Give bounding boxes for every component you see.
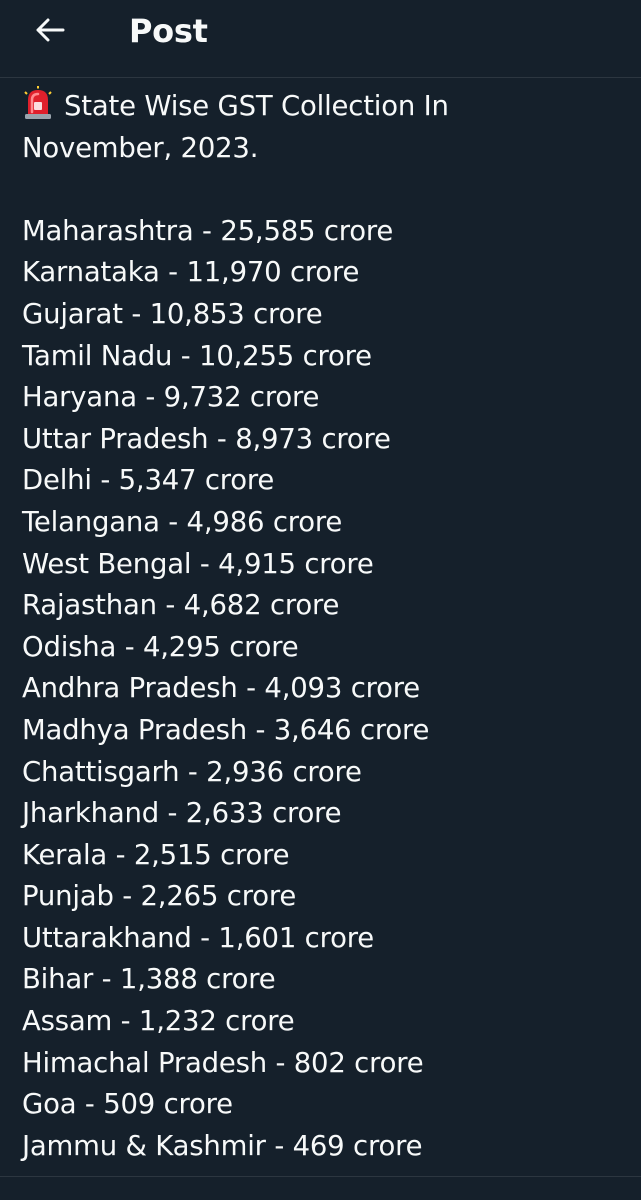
state-gst-row: Assam - 1,232 crore xyxy=(22,1005,295,1038)
back-button[interactable] xyxy=(26,6,74,54)
arrow-left-icon xyxy=(35,18,65,42)
state-gst-row: Rajasthan - 4,682 crore xyxy=(22,589,340,622)
state-gst-row: Delhi - 5,347 crore xyxy=(22,464,275,497)
post-headline-line-1: State Wise GST Collection In xyxy=(22,86,622,128)
state-gst-row: Jharkhand - 2,633 crore xyxy=(22,797,342,830)
state-gst-row: Punjab - 2,265 crore xyxy=(22,880,297,913)
state-gst-row: Odisha - 4,295 crore xyxy=(22,630,299,663)
page-title: Post xyxy=(129,12,208,50)
state-gst-row: West Bengal - 4,915 crore xyxy=(22,547,374,580)
state-gst-row: Karnataka - 11,970 crore xyxy=(22,256,360,289)
state-gst-row: Haryana - 9,732 crore xyxy=(22,381,320,414)
state-gst-row: Goa - 509 crore xyxy=(22,1088,233,1121)
state-gst-row: Jammu & Kashmir - 469 crore xyxy=(22,1129,423,1162)
state-gst-row: Kerala - 2,515 crore xyxy=(22,838,290,871)
post-body: State Wise GST Collection In November, 2… xyxy=(22,86,622,1167)
state-gst-row: Madhya Pradesh - 3,646 crore xyxy=(22,713,430,746)
paragraph-break xyxy=(22,169,622,211)
state-gst-row: Uttar Pradesh - 8,973 crore xyxy=(22,422,391,455)
state-gst-row: Bihar - 1,388 crore xyxy=(22,963,276,996)
state-gst-row: Tamil Nadu - 10,255 crore xyxy=(22,339,372,372)
state-gst-row: Telangana - 4,986 crore xyxy=(22,505,343,538)
state-gst-row: Chattisgarh - 2,936 crore xyxy=(22,755,362,788)
post-headline-text: State Wise GST Collection In xyxy=(64,90,449,122)
post-headline-line-2: November, 2023. xyxy=(22,131,259,164)
state-gst-row: Himachal Pradesh - 802 crore xyxy=(22,1046,424,1079)
state-gst-list: Maharashtra - 25,585 crore Karnataka - 11… xyxy=(22,211,622,1168)
state-gst-row: Andhra Pradesh - 4,093 crore xyxy=(22,672,420,705)
state-gst-row: Gujarat - 10,853 crore xyxy=(22,297,323,330)
divider xyxy=(0,1176,641,1177)
top-navigation-bar: Post xyxy=(0,0,641,78)
police-siren-icon xyxy=(22,86,54,120)
state-gst-row: Uttarakhand - 1,601 crore xyxy=(22,921,374,954)
state-gst-row: Maharashtra - 25,585 crore xyxy=(22,214,394,247)
